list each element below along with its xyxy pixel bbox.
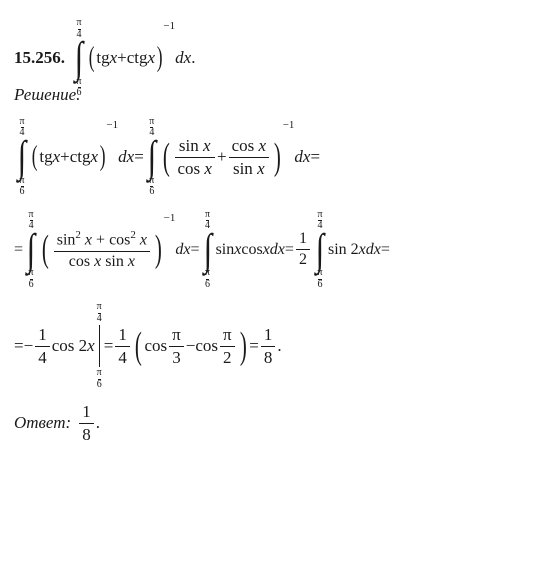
- frac-ans: 1 8: [261, 325, 276, 367]
- spacer: [14, 105, 536, 117]
- integral-sign: π4 ∫ π6: [16, 117, 28, 198]
- answer-label: Ответ:: [14, 413, 71, 433]
- frac-pi-3: π 3: [169, 325, 184, 367]
- frac-quarter: 1 4: [115, 325, 130, 367]
- tg: tg: [96, 48, 109, 68]
- integral-sign: π4 ∫ π6: [314, 210, 326, 291]
- dx: dx: [175, 48, 191, 68]
- frac-cosx-sinx: cos x sin x: [229, 136, 269, 178]
- spacer: [14, 290, 536, 302]
- equals: =: [104, 336, 114, 356]
- dot: .: [96, 413, 100, 433]
- frac-quarter: 1 4: [35, 325, 50, 367]
- frac-sin2cos2: sin2 x + cos2 x cos x sin x: [54, 229, 150, 271]
- exp-neg1: −1: [163, 20, 175, 32]
- equals: =: [285, 241, 294, 259]
- equals: =: [134, 147, 144, 167]
- equals: =: [249, 336, 259, 356]
- frac-pi-2: π 2: [220, 325, 235, 367]
- integral-sign: π4 ∫ π6: [202, 210, 214, 291]
- solution-line-2: = π4 ∫ π6 ( sin2 x + cos2 x cos x sin x …: [14, 210, 536, 291]
- integral-sign: π4 ∫ π6: [146, 117, 158, 198]
- ctg: ctg: [127, 48, 148, 68]
- x: x: [110, 48, 118, 68]
- answer-frac: 1 8: [79, 402, 94, 444]
- frac-half: 1 2: [296, 230, 310, 270]
- problem-number: 15.256.: [14, 48, 65, 68]
- equals: =: [381, 241, 390, 259]
- equals: =: [310, 147, 320, 167]
- minus: −: [24, 336, 34, 356]
- x: x: [148, 48, 156, 68]
- eval-bar: π4 π6: [97, 302, 102, 390]
- spacer: [14, 198, 536, 210]
- equals: =: [190, 241, 199, 259]
- rparen: ): [157, 51, 163, 65]
- spacer: [14, 390, 536, 402]
- plus: +: [117, 48, 127, 68]
- answer-line: Ответ: 1 8 .: [14, 402, 536, 444]
- integral-sign: π4 ∫ π6: [25, 210, 37, 291]
- solution-label: Решение.: [14, 85, 536, 105]
- equals: =: [14, 241, 23, 259]
- solution-line-3: = − 1 4 cos 2x π4 π6 = 1 4 ( cos π 3 − c…: [14, 302, 536, 390]
- integral-glyph: ∫: [75, 40, 83, 77]
- dot: .: [191, 48, 195, 68]
- frac-sinx-cosx: sin x cos x: [175, 136, 215, 178]
- solution-line-1: π4 ∫ π6 ( tg x + ctg x ) −1 dx = π4 ∫ π6…: [14, 117, 536, 198]
- equals: =: [14, 336, 24, 356]
- dot: .: [277, 336, 281, 356]
- lparen: (: [89, 51, 95, 65]
